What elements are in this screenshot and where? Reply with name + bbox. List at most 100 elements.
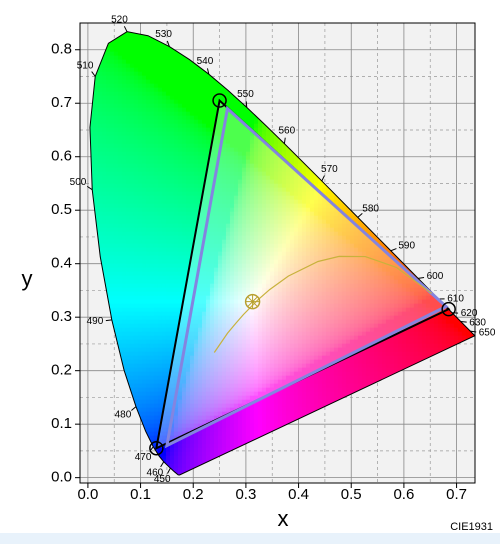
color-cell xyxy=(161,167,167,173)
color-cell xyxy=(177,223,183,229)
color-cell xyxy=(185,171,191,177)
color-cell xyxy=(105,163,111,169)
color-cell xyxy=(177,179,183,185)
color-cell xyxy=(101,147,107,153)
color-cell xyxy=(153,79,159,85)
color-cell xyxy=(478,172,483,177)
color-cell xyxy=(229,171,235,177)
color-cell xyxy=(113,39,119,45)
color-cell xyxy=(149,135,155,141)
color-cell xyxy=(257,127,263,133)
color-cell xyxy=(177,215,183,221)
color-cell xyxy=(241,183,247,189)
color-cell xyxy=(113,139,119,145)
color-cell xyxy=(161,67,167,73)
color-cell xyxy=(145,179,151,185)
color-cell xyxy=(201,195,207,201)
color-cell xyxy=(478,184,483,189)
color-cell xyxy=(153,199,159,205)
color-cell xyxy=(478,180,483,185)
color-cell xyxy=(305,187,311,193)
color-cell xyxy=(245,155,251,161)
color-cell xyxy=(309,211,315,217)
color-cell xyxy=(229,175,235,181)
color-cell xyxy=(121,191,127,197)
color-cell xyxy=(225,163,231,169)
color-cell xyxy=(145,115,151,121)
color-cell xyxy=(217,119,223,125)
color-cell xyxy=(221,151,227,157)
color-cell xyxy=(237,183,243,189)
color-cell xyxy=(337,199,343,205)
color-cell xyxy=(165,99,171,105)
color-cell xyxy=(261,207,267,213)
color-cell xyxy=(157,103,163,109)
color-cell xyxy=(149,59,155,65)
color-cell xyxy=(181,227,187,233)
color-cell xyxy=(117,67,123,73)
color-cell xyxy=(217,123,223,129)
color-cell xyxy=(237,195,243,201)
color-cell xyxy=(177,95,183,101)
color-cell xyxy=(237,147,243,153)
color-cell xyxy=(185,211,191,217)
color-cell xyxy=(161,47,167,53)
color-cell xyxy=(201,95,207,101)
color-cell xyxy=(109,231,115,237)
color-cell xyxy=(229,115,235,121)
color-cell xyxy=(141,211,147,217)
color-cell xyxy=(97,219,103,225)
color-cell xyxy=(181,207,187,213)
color-cell xyxy=(261,163,267,169)
color-cell xyxy=(129,135,135,141)
color-cell xyxy=(97,123,103,129)
color-cell xyxy=(237,179,243,185)
x-tick-label: 0.7 xyxy=(446,486,467,503)
color-cell xyxy=(169,207,175,213)
color-cell xyxy=(257,159,263,165)
color-cell xyxy=(137,163,143,169)
color-cell xyxy=(281,195,287,201)
color-cell xyxy=(141,223,147,229)
color-cell xyxy=(153,191,159,197)
color-cell xyxy=(333,207,339,213)
color-cell xyxy=(261,123,267,129)
color-cell xyxy=(273,135,279,141)
color-cell xyxy=(225,111,231,117)
color-cell xyxy=(237,159,243,165)
color-cell xyxy=(121,163,127,169)
color-cell xyxy=(161,123,167,129)
color-cell xyxy=(193,211,199,217)
color-cell xyxy=(161,179,167,185)
color-cell xyxy=(233,107,239,113)
color-cell xyxy=(169,55,175,61)
color-cell xyxy=(93,163,99,169)
color-cell xyxy=(113,43,119,49)
color-cell xyxy=(241,135,247,141)
color-cell xyxy=(177,115,183,121)
color-cell xyxy=(125,115,131,121)
color-cell xyxy=(137,63,143,69)
color-cell xyxy=(161,195,167,201)
color-cell xyxy=(97,67,103,73)
color-cell xyxy=(221,99,227,105)
color-cell xyxy=(225,127,231,133)
color-cell xyxy=(169,95,175,101)
color-cell xyxy=(193,203,199,209)
color-cell xyxy=(241,223,247,229)
color-cell xyxy=(209,207,215,213)
color-cell xyxy=(201,167,207,173)
color-cell xyxy=(129,63,135,69)
color-cell xyxy=(149,147,155,153)
color-cell xyxy=(213,191,219,197)
color-cell xyxy=(173,155,179,161)
color-cell xyxy=(145,119,151,125)
color-cell xyxy=(173,219,179,225)
color-cell xyxy=(213,95,219,101)
color-cell xyxy=(201,127,207,133)
color-cell xyxy=(229,155,235,161)
color-cell xyxy=(125,231,131,237)
color-cell xyxy=(269,191,275,197)
color-cell xyxy=(97,203,103,209)
color-cell xyxy=(197,227,203,233)
